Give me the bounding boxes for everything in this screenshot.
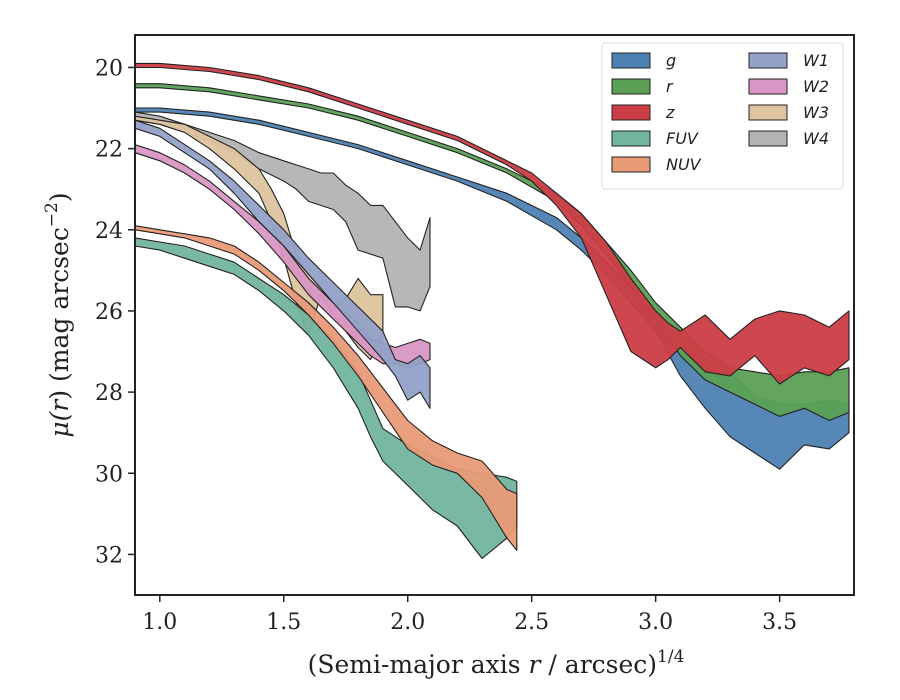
legend-label-nuv: NUV bbox=[666, 155, 702, 174]
legend-swatch-fuv bbox=[611, 130, 651, 147]
y-tick-label: 28 bbox=[95, 381, 123, 406]
y-axis-ticks: 20 22 24 26 28 30 32 bbox=[95, 56, 135, 568]
x-tick-label: 2.0 bbox=[390, 610, 425, 635]
x-tick-label: 1.5 bbox=[266, 610, 301, 635]
legend-swatch-z bbox=[611, 104, 651, 121]
x-tick-label: 3.5 bbox=[762, 610, 797, 635]
x-tick-label: 3.0 bbox=[638, 610, 673, 635]
legend-swatch-w3 bbox=[748, 104, 788, 121]
y-tick-label: 20 bbox=[95, 56, 123, 81]
y-tick-label: 26 bbox=[95, 300, 123, 325]
legend-swatch-w2 bbox=[748, 78, 788, 95]
legend-swatch-nuv bbox=[611, 156, 651, 173]
legend-label-w1: W1 bbox=[803, 51, 829, 70]
series-band-nuv bbox=[134, 225, 518, 551]
legend-label-g: g bbox=[666, 51, 676, 70]
series-band-z bbox=[134, 62, 850, 385]
series-band-g bbox=[134, 107, 850, 470]
y-tick-label: 22 bbox=[95, 138, 123, 163]
legend-swatch-r bbox=[611, 78, 651, 95]
series-band-w1 bbox=[134, 119, 431, 409]
y-axis-label: μ(r) (mag arcsec−2) bbox=[42, 192, 74, 437]
y-tick-label: 30 bbox=[95, 462, 123, 487]
x-axis-label: (Semi-major axis r / arcsec)1/4 bbox=[308, 647, 685, 679]
legend-label-z: z bbox=[665, 103, 675, 122]
legend-label-w3: W3 bbox=[803, 103, 829, 122]
x-axis-ticks: 1.0 1.5 2.0 2.5 3.0 3.5 bbox=[142, 595, 797, 635]
y-tick-label: 24 bbox=[95, 219, 123, 244]
legend-label-w4: W4 bbox=[803, 129, 829, 148]
legend-swatch-g bbox=[611, 52, 651, 69]
legend: grz FUV NUV W1 W2 W3 W4 bbox=[601, 42, 844, 190]
x-tick-label: 2.5 bbox=[514, 610, 549, 635]
legend-swatch-w4 bbox=[748, 130, 788, 147]
legend-label-fuv: FUV bbox=[666, 129, 699, 148]
legend-label-r: r bbox=[666, 77, 674, 96]
x-tick-label: 1.0 bbox=[142, 610, 177, 635]
y-tick-label: 32 bbox=[95, 543, 123, 568]
series-bands bbox=[134, 62, 850, 560]
series-band-w4 bbox=[134, 111, 431, 312]
plot-frame bbox=[134, 34, 855, 596]
legend-label-w2: W2 bbox=[803, 77, 829, 96]
legend-swatch-w1 bbox=[748, 52, 788, 69]
